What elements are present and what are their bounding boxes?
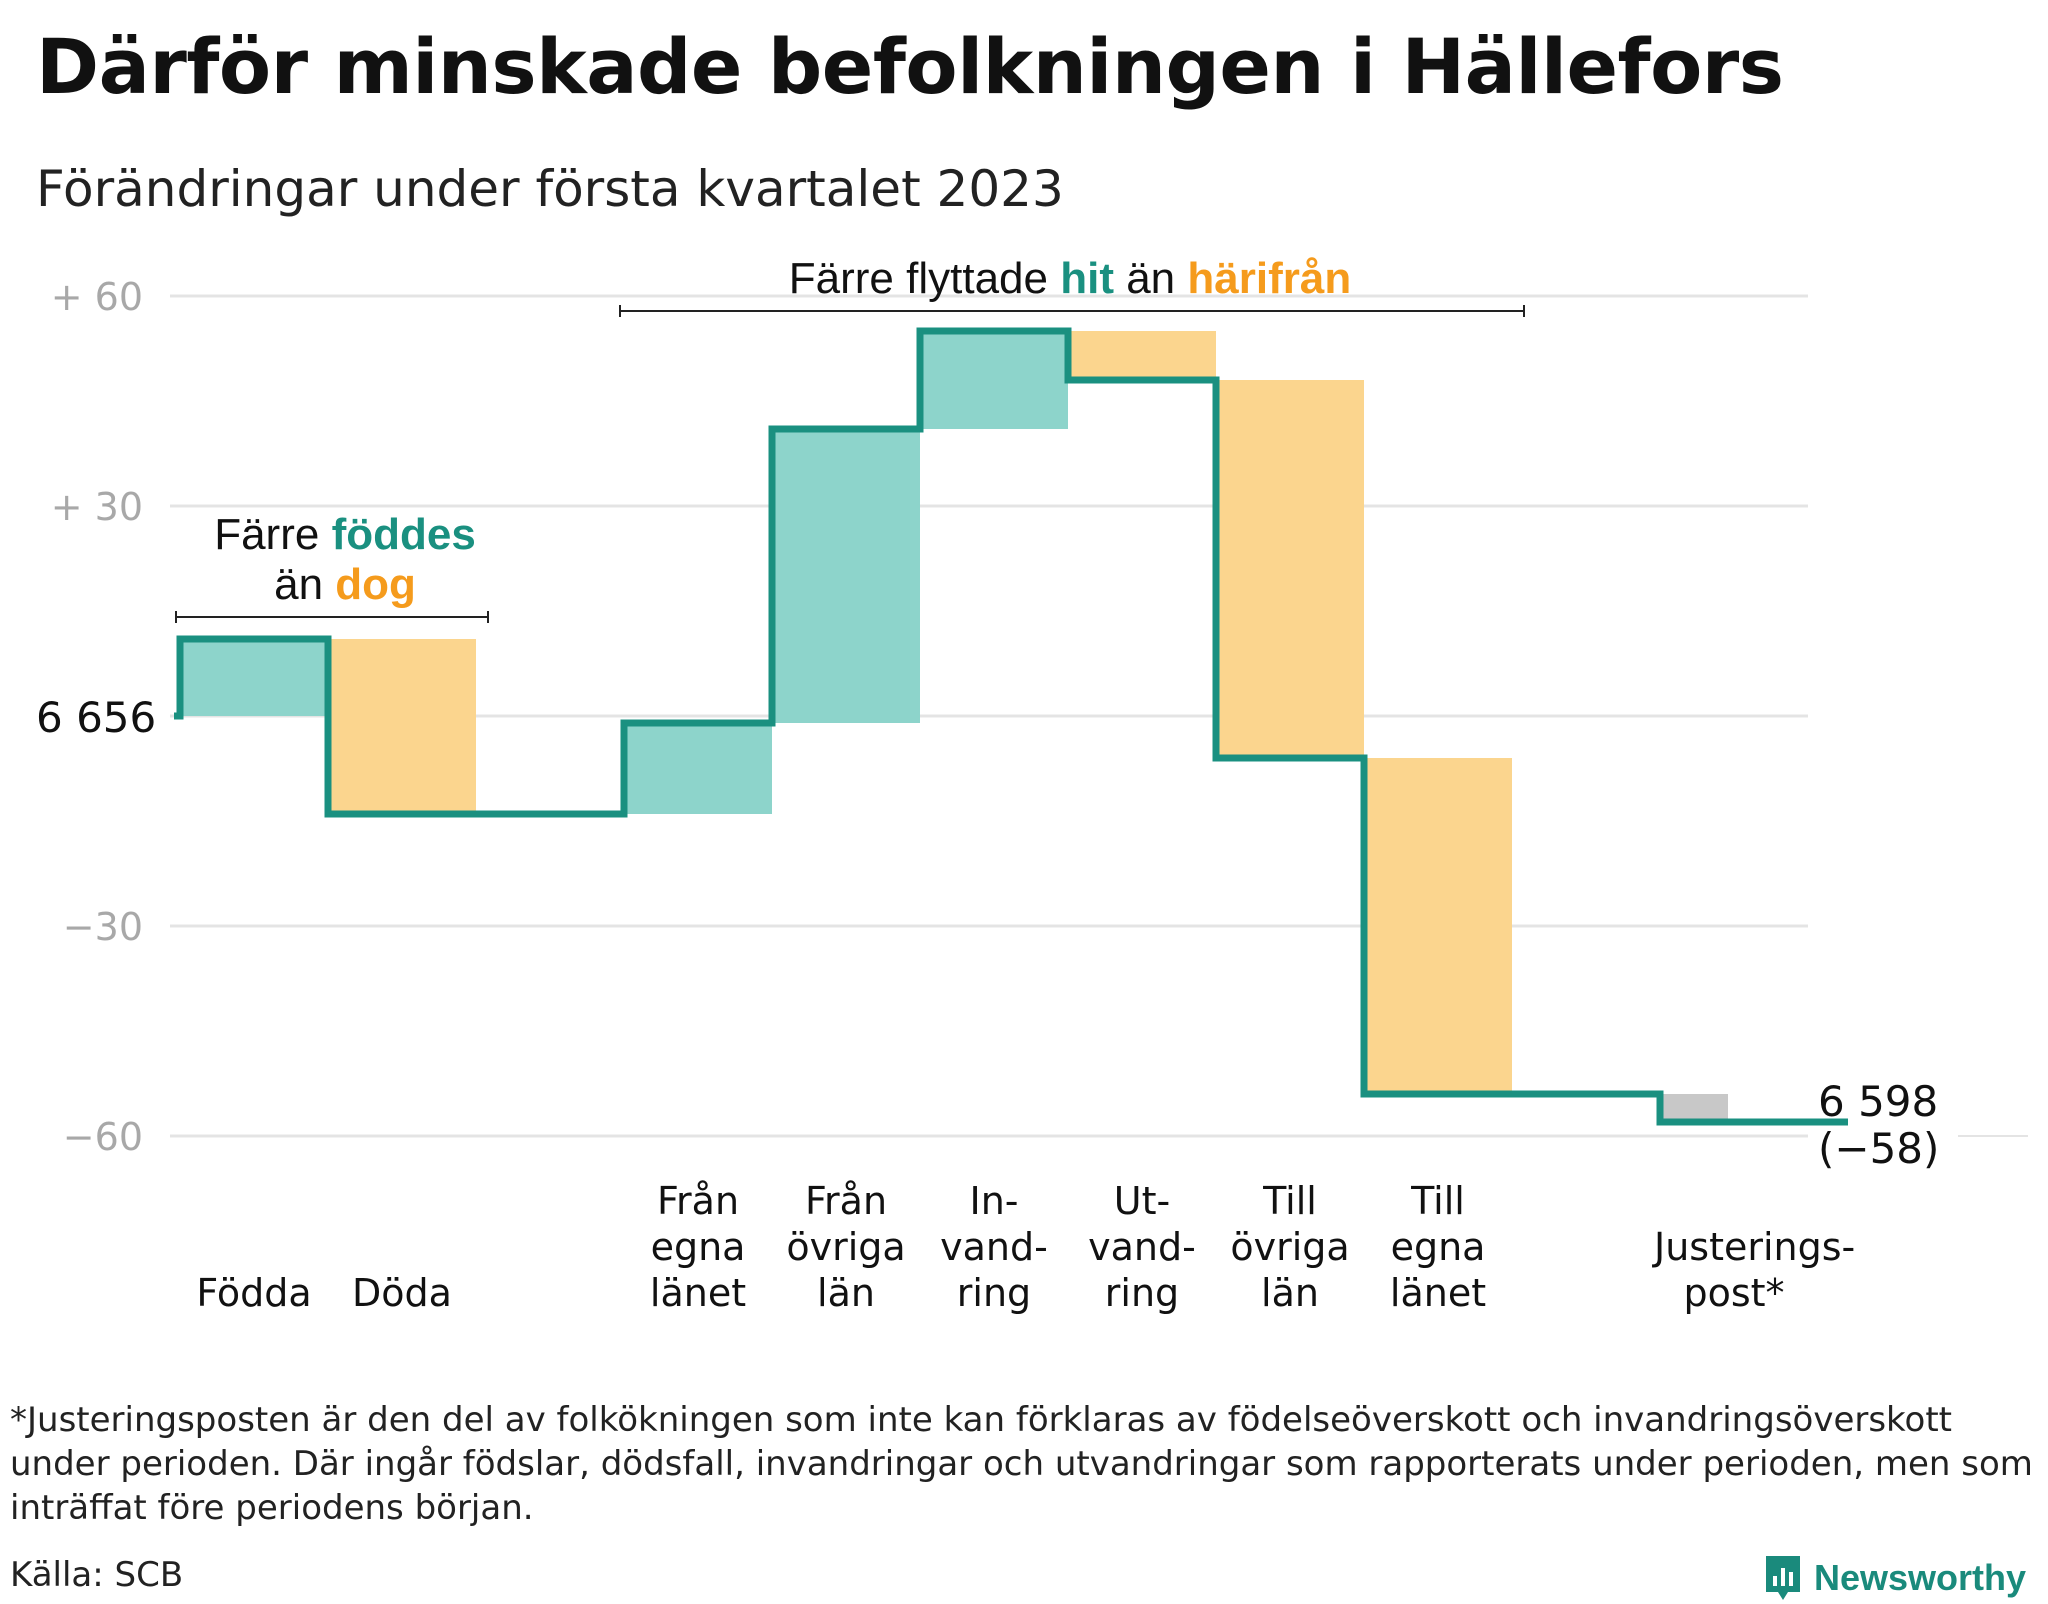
births-annotation-orange: dog bbox=[335, 560, 416, 609]
category-label: In- vand- ring bbox=[940, 1179, 1048, 1315]
category-label: Från övriga län bbox=[786, 1179, 906, 1315]
end-value-label: 6 598 bbox=[1818, 1077, 1938, 1126]
category-label: Till egna länet bbox=[1389, 1179, 1487, 1315]
births-annotation-teal: föddes bbox=[331, 510, 476, 559]
y-tick-label: + 30 bbox=[51, 485, 143, 529]
end-change-label: (−58) bbox=[1818, 1124, 1939, 1173]
category-label: Födda bbox=[196, 1271, 312, 1315]
y-tick-label: + 60 bbox=[51, 275, 143, 319]
step-line bbox=[174, 327, 1848, 1126]
waterfall-bar bbox=[772, 429, 920, 723]
newsworthy-logo-text: Newsworthy bbox=[1814, 1557, 2027, 1598]
category-label: Justerings- post* bbox=[1654, 1225, 1856, 1315]
waterfall-bar bbox=[920, 331, 1068, 429]
chart-title: Därför minskade befolkningen i Hällefors bbox=[36, 22, 1784, 111]
value-labels: 6 656 6 598(−58) bbox=[36, 693, 1939, 1173]
newsworthy-logo-icon bbox=[1766, 1556, 1800, 1600]
category-label: Ut- vand- ring bbox=[1088, 1179, 1196, 1315]
migration-annotation: Färre flyttade hit än härifrån bbox=[620, 254, 1520, 304]
footnote: *Justeringsposten är den del av folkökni… bbox=[10, 1400, 2033, 1528]
births-annotation-line2: än bbox=[274, 560, 336, 609]
births-annotation-pre: Färre bbox=[214, 510, 332, 559]
waterfall-chart: + 60 + 30 −30 −60 6 656 6 598(−58) bbox=[36, 275, 2028, 1173]
y-axis-ticks: + 60 + 30 −30 −60 bbox=[51, 275, 143, 1159]
waterfall-bar bbox=[328, 639, 476, 814]
start-value-label: 6 656 bbox=[36, 693, 156, 742]
migration-annotation-mid: än bbox=[1113, 254, 1188, 303]
category-label: Från egna länet bbox=[649, 1179, 747, 1315]
migration-annotation-orange: härifrån bbox=[1187, 254, 1352, 303]
waterfall-bar bbox=[1660, 1094, 1728, 1122]
waterfall-bar bbox=[1068, 331, 1216, 380]
bars bbox=[180, 331, 1728, 1122]
chart-subtitle: Förändringar under första kvartalet 2023 bbox=[36, 160, 1064, 218]
annotation-brackets bbox=[175, 305, 1525, 623]
category-label: Döda bbox=[352, 1271, 452, 1315]
y-tick-label: −30 bbox=[63, 905, 143, 949]
newsworthy-logo: Newsworthy bbox=[1762, 1552, 2026, 1604]
waterfall-bar bbox=[180, 639, 328, 716]
source-label: Källa: SCB bbox=[10, 1555, 184, 1595]
waterfall-bar bbox=[1216, 380, 1364, 758]
waterfall-bar bbox=[624, 723, 772, 814]
y-tick-label: −60 bbox=[63, 1115, 143, 1159]
migration-annotation-teal: hit bbox=[1060, 254, 1114, 303]
cumulative-step-line bbox=[174, 327, 1848, 1126]
births-annotation: Färre föddes än dog bbox=[180, 510, 510, 610]
category-label: Till övriga län bbox=[1230, 1179, 1350, 1315]
waterfall-bar bbox=[1364, 758, 1512, 1094]
migration-annotation-pre: Färre flyttade bbox=[788, 254, 1061, 303]
